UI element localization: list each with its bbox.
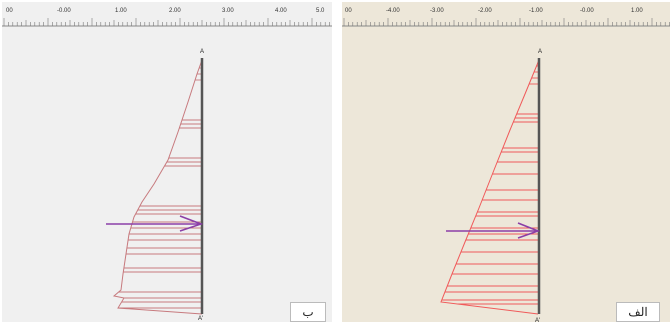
node-label-bottom: A'	[198, 316, 203, 322]
ruler-tick-label: 3.00	[222, 8, 234, 14]
resultant-force-arrow	[106, 215, 204, 232]
ruler-tick-label: -0.00	[57, 8, 71, 14]
node-label-top: A	[200, 49, 204, 55]
ruler-tick-label: 1.00	[115, 8, 127, 14]
ruler-tick-label: 1.00	[631, 8, 643, 14]
panel-label: الف	[616, 302, 660, 322]
ruler-tick-label: 00	[6, 8, 13, 14]
load-diagram-b: 00 -0.00 1.00 2.00 3.00 4.00 5.0 A A'	[2, 8, 332, 322]
pressure-profile	[112, 59, 203, 315]
ruler-tick-label: 5.0	[316, 8, 325, 14]
ruler-tick-label: 2.00	[169, 8, 181, 14]
ruler-tick-label: 00	[345, 8, 352, 14]
diagram-panel-alef: 00 -4.00 -3.00 -2.00 -1.00 -0.00 1.00 A …	[342, 2, 670, 322]
ruler-tick-label: 4.00	[275, 8, 287, 14]
ruler-tick-label: -4.00	[386, 8, 400, 14]
ruler-tick-label: -2.00	[478, 8, 492, 14]
resultant-force-arrow	[446, 222, 541, 239]
load-diagram-alef: 00 -4.00 -3.00 -2.00 -1.00 -0.00 1.00 A …	[342, 8, 670, 322]
pressure-profile	[440, 59, 540, 315]
top-ruler: 00 -4.00 -3.00 -2.00 -1.00 -0.00 1.00	[342, 8, 670, 27]
node-label-bottom: A'	[535, 318, 540, 322]
panel-label: ب	[290, 302, 326, 322]
ruler-tick-label: -0.00	[580, 8, 594, 14]
ruler-tick-label: -1.00	[529, 8, 543, 14]
ruler-tick-label: -3.00	[430, 8, 444, 14]
top-ruler: 00 -0.00 1.00 2.00 3.00 4.00 5.0	[2, 8, 332, 27]
diagram-panel-b: 00 -0.00 1.00 2.00 3.00 4.00 5.0 A A' ب	[2, 2, 332, 322]
node-label-top: A	[538, 49, 542, 55]
